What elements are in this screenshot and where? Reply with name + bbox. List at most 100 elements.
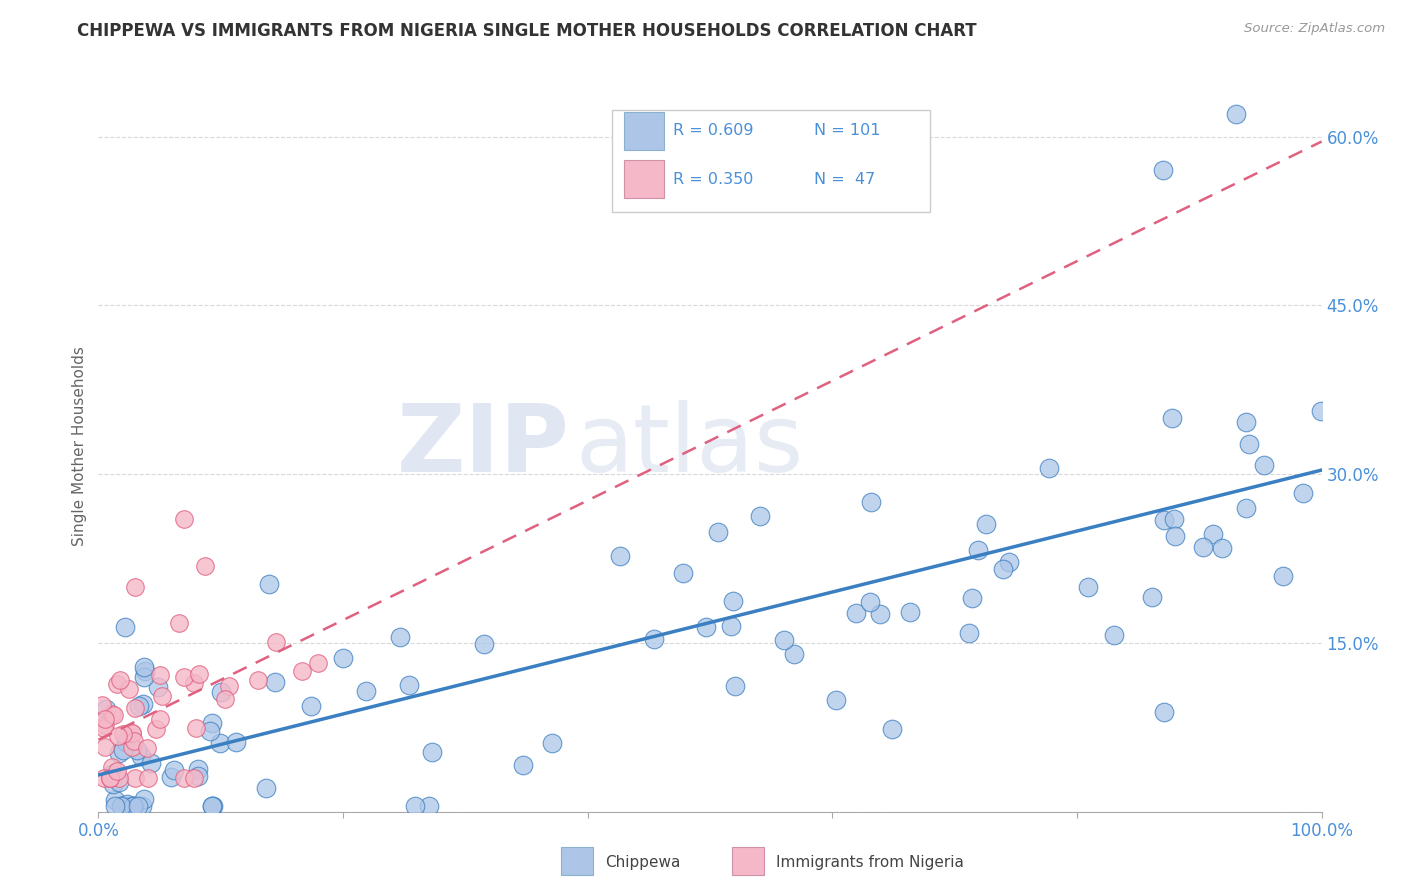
Point [332, 651, 354, 665]
Point [163, 763, 186, 777]
Point [200, 723, 222, 738]
Point [257, 576, 280, 591]
Point [214, 692, 236, 706]
Point [1234, 415, 1257, 429]
Point [966, 543, 988, 558]
Point [183, 771, 205, 785]
Point [149, 712, 172, 726]
Point [117, 797, 139, 812]
Point [991, 562, 1014, 576]
Point [783, 648, 806, 662]
Point [974, 516, 997, 531]
Text: N =  47: N = 47 [814, 171, 876, 186]
Point [188, 666, 211, 681]
Point [869, 607, 891, 622]
Point [114, 620, 136, 634]
Point [104, 793, 127, 807]
Point [225, 735, 247, 749]
Point [111, 742, 134, 756]
Point [132, 659, 155, 673]
Point [124, 580, 146, 594]
Point [93, 771, 115, 785]
Point [111, 799, 134, 814]
Text: ZIP: ZIP [396, 400, 569, 492]
Point [124, 771, 146, 785]
Point [1253, 458, 1275, 472]
Point [101, 706, 124, 721]
Point [118, 799, 141, 814]
Point [121, 799, 143, 814]
Point [208, 736, 231, 750]
Point [898, 605, 921, 619]
Point [1211, 541, 1233, 555]
Point [124, 734, 146, 748]
Point [121, 799, 143, 814]
Point [114, 799, 136, 814]
Point [139, 756, 162, 770]
Point [418, 799, 440, 814]
Point [150, 689, 173, 703]
Point [201, 799, 224, 814]
Point [121, 726, 143, 740]
Point [957, 625, 980, 640]
Point [1102, 628, 1125, 642]
Point [609, 549, 631, 564]
Point [404, 799, 426, 814]
Point [420, 746, 443, 760]
Point [1153, 706, 1175, 720]
Point [101, 777, 124, 791]
Point [94, 718, 117, 732]
Point [98, 771, 121, 785]
FancyBboxPatch shape [733, 847, 763, 875]
Y-axis label: Single Mother Households: Single Mother Households [72, 346, 87, 546]
Point [101, 767, 124, 781]
Point [121, 726, 143, 740]
Point [860, 494, 883, 508]
Point [254, 780, 277, 795]
Point [218, 679, 240, 693]
Point [173, 670, 195, 684]
Point [299, 699, 322, 714]
Point [541, 736, 564, 750]
Point [1201, 527, 1223, 541]
Point [103, 708, 125, 723]
Point [108, 673, 131, 687]
Point [131, 799, 153, 814]
Text: N = 101: N = 101 [814, 123, 880, 138]
Point [201, 799, 224, 814]
Point [1038, 460, 1060, 475]
Point [107, 746, 129, 760]
Point [110, 799, 132, 814]
Point [149, 668, 172, 682]
Point [118, 682, 141, 697]
Text: CHIPPEWA VS IMMIGRANTS FROM NIGERIA SINGLE MOTHER HOUSEHOLDS CORRELATION CHART: CHIPPEWA VS IMMIGRANTS FROM NIGERIA SING… [77, 22, 977, 40]
Point [512, 757, 534, 772]
Point [201, 716, 224, 731]
FancyBboxPatch shape [624, 160, 664, 198]
Point [1161, 411, 1184, 425]
Point [94, 702, 117, 716]
Point [193, 558, 215, 573]
Point [132, 670, 155, 684]
Point [94, 740, 117, 755]
Point [94, 713, 117, 727]
Point [107, 729, 129, 743]
Point [672, 566, 695, 581]
Point [145, 722, 167, 736]
Point [845, 606, 868, 620]
Point [105, 764, 128, 778]
Point [998, 556, 1021, 570]
Point [127, 743, 149, 757]
Point [1140, 590, 1163, 604]
Point [1152, 163, 1174, 178]
Point [121, 739, 143, 754]
Point [167, 616, 190, 631]
Point [209, 684, 232, 698]
Point [111, 727, 134, 741]
Point [472, 637, 495, 651]
Point [1191, 540, 1213, 554]
Text: Chippewa: Chippewa [605, 855, 681, 871]
Point [1234, 500, 1257, 515]
Point [91, 698, 114, 712]
FancyBboxPatch shape [612, 110, 931, 212]
